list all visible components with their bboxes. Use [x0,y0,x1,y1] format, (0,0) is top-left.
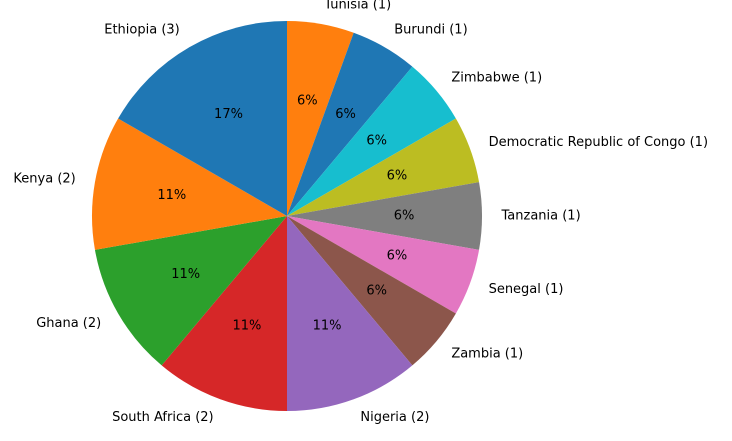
slice-label-south-africa: South Africa (2) [112,410,214,425]
pie-slice-ghana [94,216,287,366]
pie-slice-kenya [91,118,287,250]
pct-label-ethiopia: 17% [214,107,243,122]
pie-slice-tunisia [287,21,354,216]
slice-label-senegal: Senegal (1) [489,282,564,297]
slice-label-ghana: Ghana (2) [36,316,101,331]
pie-slice-ethiopia [118,21,287,216]
pie-slice-burundi [287,32,413,217]
slice-label-nigeria: Nigeria (2) [360,410,429,425]
slice-label-democratic-republic-of-congo: Democratic Republic of Congo (1) [489,135,708,150]
slice-label-burundi: Burundi (1) [394,23,467,38]
pct-label-south-africa: 11% [233,318,262,333]
pie-slice-nigeria [287,216,413,411]
pie-slice-democratic-republic-of-congo [287,118,480,216]
pct-label-kenya: 11% [157,188,186,203]
pct-label-tanzania: 6% [394,209,415,224]
slice-label-tunisia: Tunisia (1) [323,0,391,12]
slice-labels: Tunisia (1)Burundi (1) Zimbabwe (1) Democr… [13,0,708,425]
slice-label-zambia: Zambia (1) [451,346,523,361]
pct-label-tunisia: 6% [297,93,318,108]
pct-label-ghana: 11% [171,267,200,282]
pie-slice-zimbabwe [287,66,456,216]
percentage-labels: 6% 6% 6% 6% 6% 6% 6% 11% 11% 11% 11% 17% [157,93,414,333]
slice-label-ethiopia: Ethiopia (3) [104,23,180,38]
pct-label-zambia: 6% [366,284,387,299]
pie-slice-zambia [287,216,456,366]
pct-label-senegal: 6% [387,249,408,264]
pie-slices [91,21,482,411]
slice-label-kenya: Kenya (2) [13,171,75,186]
pct-label-burundi: 6% [335,107,356,122]
pie-slice-south-africa [161,216,287,411]
slice-label-zimbabwe: Zimbabwe (1) [451,71,542,86]
pie-slice-tanzania [287,182,482,250]
pct-label-democratic-republic-of-congo: 6% [387,168,408,183]
pie-slice-senegal [287,216,480,314]
slice-label-tanzania: Tanzania (1) [501,209,581,224]
pct-label-nigeria: 11% [313,318,342,333]
pct-label-zimbabwe: 6% [366,133,387,148]
